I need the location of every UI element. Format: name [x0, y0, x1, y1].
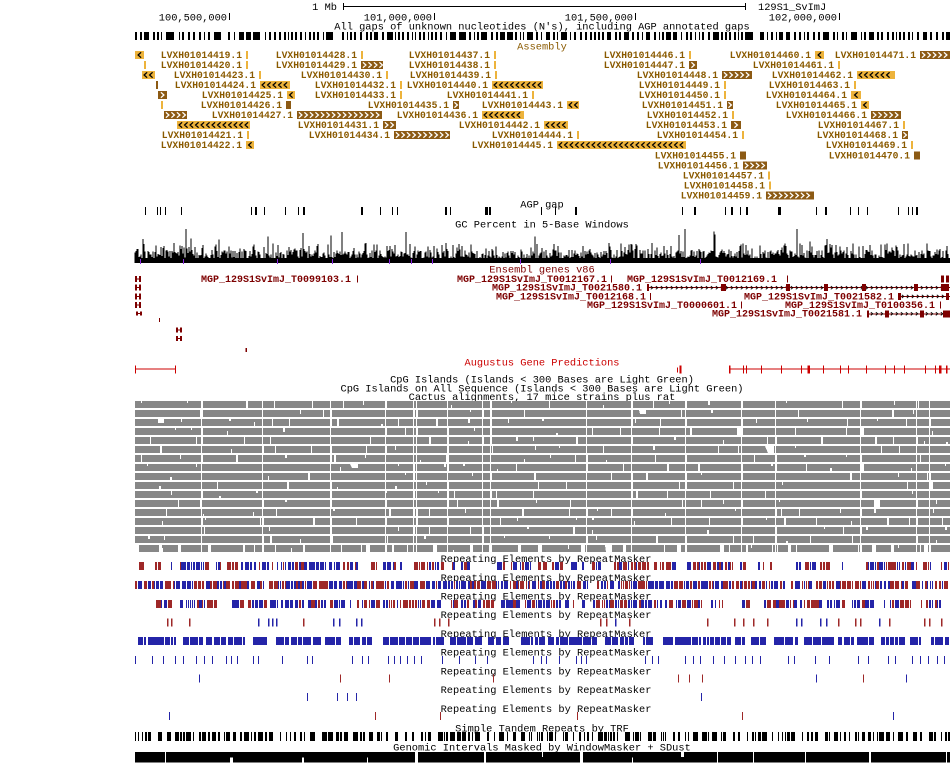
svg-text:101,000,000: 101,000,000	[364, 13, 432, 24]
svg-text:All gaps of unknown nucleotide: All gaps of unknown nucleotides (N's), i…	[334, 22, 749, 34]
svg-text:102,000,000: 102,000,000	[769, 13, 837, 24]
svg-text:LVXH01014443.1: LVXH01014443.1	[482, 101, 563, 112]
svg-text:LVXH01014441.1: LVXH01014441.1	[447, 91, 528, 102]
svg-text:LVXH01014466.1: LVXH01014466.1	[786, 111, 867, 122]
svg-text:MGP_129S1SvImJ_T0021582.1: MGP_129S1SvImJ_T0021582.1	[744, 292, 894, 303]
svg-text:Ensembl genes v86: Ensembl genes v86	[489, 265, 594, 277]
svg-text:Repeating Elements by RepeatMa: Repeating Elements by RepeatMasker	[441, 704, 652, 716]
svg-text:LVXH01014422.1: LVXH01014422.1	[161, 141, 242, 152]
svg-text:Repeating Elements by RepeatMa: Repeating Elements by RepeatMasker	[441, 610, 652, 622]
svg-text:LVXH01014436.1: LVXH01014436.1	[397, 111, 478, 122]
svg-text:LVXH01014430.1: LVXH01014430.1	[301, 71, 382, 82]
svg-text:Genomic Intervals Masked by Wi: Genomic Intervals Masked by WindowMasker…	[393, 743, 691, 755]
svg-text:LVXH01014423.1: LVXH01014423.1	[174, 71, 255, 82]
svg-text:LVXH01014457.1: LVXH01014457.1	[683, 171, 764, 182]
svg-text:LVXH01014432.1: LVXH01014432.1	[315, 81, 396, 92]
svg-text:LVXH01014431.1: LVXH01014431.1	[298, 121, 379, 132]
svg-text:LVXH01014424.1: LVXH01014424.1	[175, 81, 256, 92]
svg-text:LVXH01014461.1: LVXH01014461.1	[753, 61, 834, 72]
svg-text:LVXH01014465.1: LVXH01014465.1	[776, 101, 857, 112]
svg-text:LVXH01014438.1: LVXH01014438.1	[409, 61, 490, 72]
svg-text:LVXH01014460.1: LVXH01014460.1	[730, 51, 811, 62]
svg-text:LVXH01014463.1: LVXH01014463.1	[769, 81, 850, 92]
svg-text:LVXH01014440.1: LVXH01014440.1	[407, 81, 488, 92]
svg-text:GC Percent in 5-Base Windows: GC Percent in 5-Base Windows	[455, 220, 629, 232]
svg-text:LVXH01014455.1: LVXH01014455.1	[655, 151, 736, 162]
svg-text:LVXH01014433.1: LVXH01014433.1	[315, 91, 396, 102]
svg-text:100,500,000: 100,500,000	[159, 13, 227, 24]
svg-text:101,500,000: 101,500,000	[565, 13, 633, 24]
svg-text:LVXH01014458.1: LVXH01014458.1	[684, 181, 765, 192]
svg-text:LVXH01014471.1: LVXH01014471.1	[835, 51, 916, 62]
svg-text:LVXH01014434.1: LVXH01014434.1	[309, 131, 390, 142]
svg-text:LVXH01014454.1: LVXH01014454.1	[657, 131, 738, 142]
svg-text:LVXH01014450.1: LVXH01014450.1	[639, 91, 720, 102]
svg-text:MGP_129S1SvImJ_T0012169.1: MGP_129S1SvImJ_T0012169.1	[627, 275, 777, 286]
svg-text:Assembly: Assembly	[517, 42, 567, 54]
svg-text:CpG Islands (Islands < 300 Bas: CpG Islands (Islands < 300 Bases are Lig…	[390, 375, 694, 387]
svg-text:LVXH01014426.1: LVXH01014426.1	[201, 101, 282, 112]
svg-text:MGP_129S1SvImJ_T0012167.1: MGP_129S1SvImJ_T0012167.1	[457, 275, 607, 286]
svg-text:LVXH01014470.1: LVXH01014470.1	[829, 151, 910, 162]
svg-text:Repeating Elements by RepeatMa: Repeating Elements by RepeatMasker	[441, 648, 652, 660]
svg-text:129S1_SvImJ: 129S1_SvImJ	[758, 3, 826, 14]
svg-text:LVXH01014467.1: LVXH01014467.1	[818, 121, 899, 132]
svg-text:MGP_129S1SvImJ_T0021580.1: MGP_129S1SvImJ_T0021580.1	[492, 284, 642, 295]
svg-text:MGP_129S1SvImJ_T0021581.1: MGP_129S1SvImJ_T0021581.1	[712, 310, 862, 321]
svg-text:LVXH01014428.1: LVXH01014428.1	[276, 51, 357, 62]
svg-text:Augustus Gene Predictions: Augustus Gene Predictions	[465, 358, 620, 370]
svg-text:LVXH01014429.1: LVXH01014429.1	[276, 61, 357, 72]
svg-text:LVXH01014419.1: LVXH01014419.1	[161, 51, 242, 62]
svg-text:Repeating Elements by RepeatMa: Repeating Elements by RepeatMasker	[441, 667, 652, 679]
svg-text:1 Mb: 1 Mb	[312, 2, 337, 14]
svg-text:LVXH01014469.1: LVXH01014469.1	[826, 141, 907, 152]
svg-text:LVXH01014468.1: LVXH01014468.1	[817, 131, 898, 142]
svg-text:MGP_129S1SvImJ_T0000601.1: MGP_129S1SvImJ_T0000601.1	[587, 301, 737, 312]
svg-text:LVXH01014445.1: LVXH01014445.1	[472, 141, 553, 152]
svg-text:AGP gap: AGP gap	[520, 201, 563, 212]
svg-text:LVXH01014439.1: LVXH01014439.1	[410, 71, 491, 82]
svg-text:LVXH01014464.1: LVXH01014464.1	[766, 91, 847, 102]
svg-text:LVXH01014437.1: LVXH01014437.1	[409, 51, 490, 62]
svg-text:LVXH01014446.1: LVXH01014446.1	[604, 51, 685, 62]
svg-text:LVXH01014420.1: LVXH01014420.1	[161, 61, 242, 72]
svg-text:LVXH01014427.1: LVXH01014427.1	[212, 111, 293, 122]
svg-text:LVXH01014452.1: LVXH01014452.1	[647, 111, 728, 122]
svg-text:LVXH01014451.1: LVXH01014451.1	[642, 101, 723, 112]
svg-text:LVXH01014421.1: LVXH01014421.1	[162, 131, 243, 142]
svg-text:LVXH01014453.1: LVXH01014453.1	[646, 121, 727, 132]
svg-text:MGP_129S1SvImJ_T0100356.1: MGP_129S1SvImJ_T0100356.1	[785, 301, 935, 312]
svg-text:CpG Islands on All Sequence (I: CpG Islands on All Sequence (Islands < 3…	[341, 384, 744, 396]
svg-text:LVXH01014435.1: LVXH01014435.1	[368, 101, 449, 112]
svg-text:LVXH01014447.1: LVXH01014447.1	[604, 61, 685, 72]
svg-text:LVXH01014459.1: LVXH01014459.1	[681, 191, 762, 202]
svg-text:Simple Tandem Repeats by TRF: Simple Tandem Repeats by TRF	[455, 724, 629, 736]
svg-text:LVXH01014444.1: LVXH01014444.1	[492, 131, 573, 142]
svg-text:MGP_129S1SvImJ_T0012168.1: MGP_129S1SvImJ_T0012168.1	[496, 292, 646, 303]
svg-text:LVXH01014442.1: LVXH01014442.1	[459, 121, 540, 132]
svg-text:LVXH01014462.1: LVXH01014462.1	[772, 71, 853, 82]
svg-text:LVXH01014449.1: LVXH01014449.1	[639, 81, 720, 92]
svg-text:LVXH01014425.1: LVXH01014425.1	[202, 91, 283, 102]
svg-text:MGP_129S1SvImJ_T0099103.1: MGP_129S1SvImJ_T0099103.1	[201, 275, 351, 286]
svg-text:Repeating Elements by RepeatMa: Repeating Elements by RepeatMasker	[441, 685, 652, 697]
svg-text:LVXH01014456.1: LVXH01014456.1	[658, 161, 739, 172]
svg-text:LVXH01014448.1: LVXH01014448.1	[637, 71, 718, 82]
